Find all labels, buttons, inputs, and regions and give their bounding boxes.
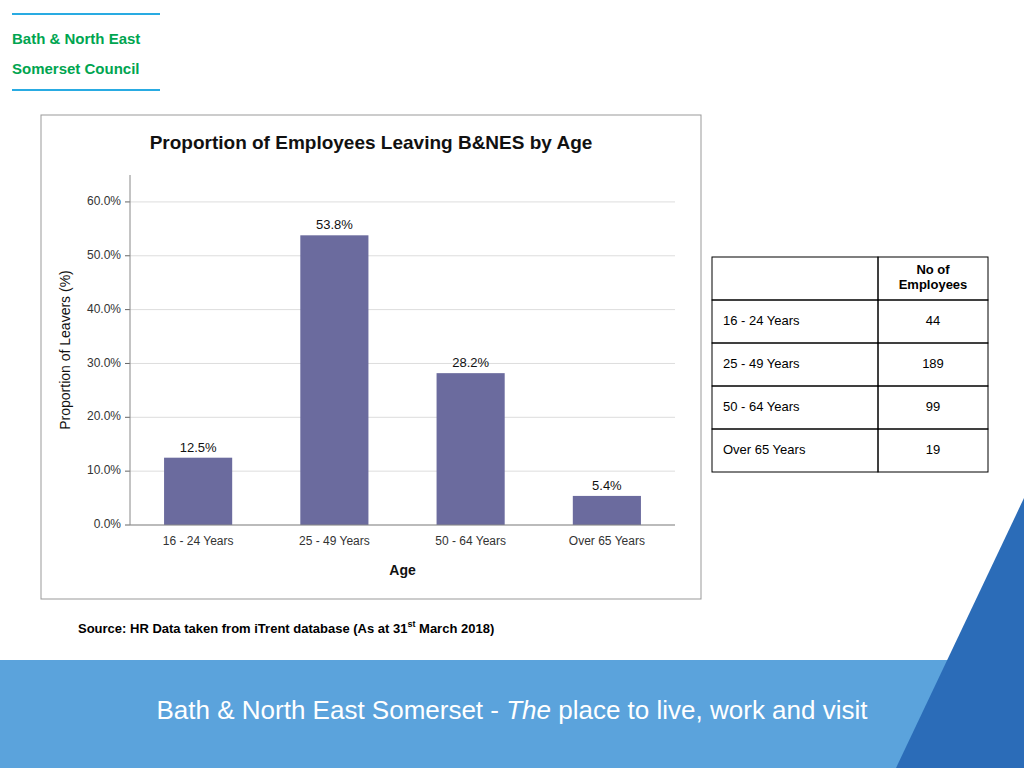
y-tick xyxy=(125,309,130,310)
logo-text: Somerset Council xyxy=(12,60,140,77)
table-row-label: Over 65 Years xyxy=(723,442,806,457)
table-row-label: 50 - 64 Years xyxy=(723,399,800,414)
footer-text: Bath & North East Somerset - The place t… xyxy=(157,695,869,725)
x-tick-label: Over 65 Years xyxy=(569,534,645,548)
table-cell xyxy=(712,300,878,343)
table-header: No of xyxy=(916,262,950,277)
table-value: 19 xyxy=(926,442,940,457)
x-tick-label: 25 - 49 Years xyxy=(299,534,370,548)
bar xyxy=(164,458,232,525)
grid-line xyxy=(130,201,675,202)
table-cell xyxy=(712,257,878,300)
source-part: st xyxy=(407,619,415,629)
y-tick xyxy=(125,363,130,364)
table-cell xyxy=(878,386,988,429)
data-label: 53.8% xyxy=(316,217,353,232)
y-tick-label: 60.0% xyxy=(87,194,121,208)
footer-triangle xyxy=(896,498,1024,768)
data-label: 5.4% xyxy=(592,478,622,493)
bar xyxy=(573,496,641,525)
y-tick-label: 30.0% xyxy=(87,356,121,370)
y-tick xyxy=(125,417,130,418)
grid-line xyxy=(130,255,675,256)
table-cell xyxy=(878,343,988,386)
table-row-label: 25 - 49 Years xyxy=(723,356,800,371)
x-axis-line xyxy=(130,525,675,526)
y-axis-label: Proportion of Leavers (%) xyxy=(57,270,73,430)
canvas: Bath & North East Somerset Council Proport… xyxy=(0,0,1024,768)
grid-line xyxy=(130,525,675,526)
chart-box xyxy=(41,115,701,599)
bar xyxy=(437,373,505,525)
logo: Bath & North East Somerset Council xyxy=(12,14,160,90)
footer-part: place to live, work and visit xyxy=(551,695,868,725)
table-cell xyxy=(712,386,878,429)
y-tick xyxy=(125,255,130,256)
data-label: 28.2% xyxy=(452,355,489,370)
source: Source: HR Data taken from iTrent databa… xyxy=(78,619,494,636)
x-tick-label: 16 - 24 Years xyxy=(163,534,234,548)
grid-line xyxy=(130,417,675,418)
footer-bar xyxy=(0,660,1024,768)
chart-title: Proportion of Employees Leaving B&NES by… xyxy=(150,132,593,153)
data-labels: 12.5% 53.8% 28.2% 5.4% xyxy=(180,217,622,493)
y-tick xyxy=(125,201,130,202)
table-cell xyxy=(712,343,878,386)
table: No ofEmployees 16 - 24 Years 44 25 - 49 Yea… xyxy=(712,257,988,472)
y-tick-label: 50.0% xyxy=(87,248,121,262)
table-cell xyxy=(878,429,988,472)
table-value: 44 xyxy=(926,313,940,328)
table-value: 189 xyxy=(922,356,944,371)
bars xyxy=(164,235,641,525)
y-tick-label: 0.0% xyxy=(94,517,122,531)
page: Bath & North East Somerset Council Proport… xyxy=(0,0,1024,768)
table-cell xyxy=(712,429,878,472)
y-tick-label: 40.0% xyxy=(87,302,121,316)
table-cell xyxy=(878,300,988,343)
table-row-label: 16 - 24 Years xyxy=(723,313,800,328)
footer-part: Bath & North East Somerset - xyxy=(157,695,507,725)
y-tick xyxy=(125,471,130,472)
logo-rule xyxy=(12,89,160,91)
source-part: March 2018) xyxy=(415,621,494,636)
data-label: 12.5% xyxy=(180,440,217,455)
footer-part: The xyxy=(506,695,551,725)
x-axis: 16 - 24 Years 25 - 49 Years 50 - 64 Years O… xyxy=(130,525,675,548)
x-axis-label: Age xyxy=(389,562,416,578)
table-value: 99 xyxy=(926,399,940,414)
y-tick-label: 20.0% xyxy=(87,409,121,423)
table-cell xyxy=(878,257,988,300)
y-tick xyxy=(125,525,130,526)
y-axis-line xyxy=(130,175,131,525)
table-header: Employees xyxy=(899,277,968,292)
grid-line xyxy=(130,309,675,310)
y-tick-label: 10.0% xyxy=(87,463,121,477)
logo-text: Bath & North East xyxy=(12,30,140,47)
y-axis: 0.0% 10.0% 20.0% 30.0% 40.0% 50.0% 60.0% xyxy=(87,175,675,531)
x-tick-label: 50 - 64 Years xyxy=(435,534,506,548)
grid-line xyxy=(130,363,675,364)
logo-rule xyxy=(12,13,160,15)
source-part: Source: HR Data taken from iTrent databa… xyxy=(78,621,407,636)
bar xyxy=(300,235,368,525)
